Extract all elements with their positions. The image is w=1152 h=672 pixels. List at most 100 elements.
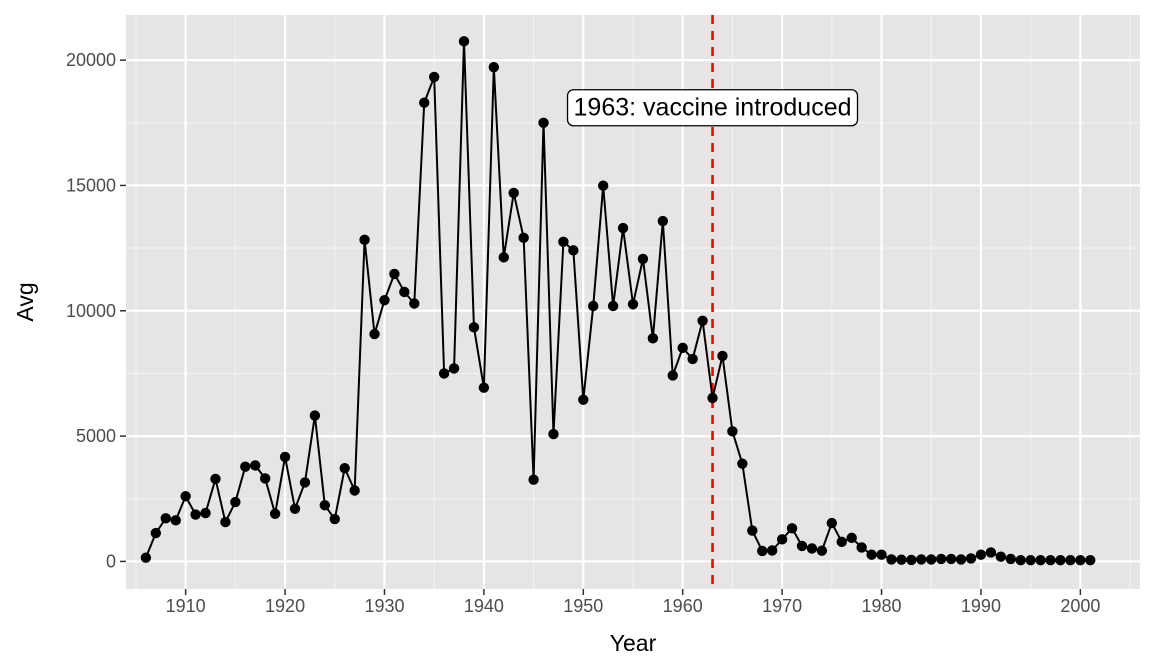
data-point (409, 298, 420, 309)
data-point (538, 117, 549, 128)
data-point (637, 253, 649, 265)
x-tick-label: 1930 (364, 596, 404, 616)
data-point (319, 500, 331, 511)
data-point (1065, 554, 1076, 566)
data-point (896, 554, 907, 565)
data-point (697, 315, 708, 326)
data-point (299, 477, 311, 488)
y-tick-label: 15000 (66, 175, 116, 195)
data-point (399, 286, 410, 298)
data-point (528, 474, 539, 485)
y-tick-label: 5000 (76, 426, 116, 446)
data-point (876, 549, 887, 560)
data-point (995, 551, 1007, 562)
data-point (786, 523, 798, 534)
annotation: 1963: vaccine introduced (566, 89, 859, 127)
data-point (627, 299, 639, 310)
data-point (508, 187, 519, 199)
data-point (836, 536, 847, 548)
data-point (419, 97, 430, 108)
data-point (369, 328, 380, 340)
data-point (727, 426, 738, 437)
data-point (289, 503, 301, 514)
data-point (309, 410, 321, 421)
data-point (677, 342, 688, 354)
data-point (578, 394, 589, 405)
data-point (458, 36, 470, 47)
data-point (1045, 554, 1056, 566)
data-point (955, 554, 967, 565)
data-point (975, 549, 987, 560)
data-point (339, 462, 350, 474)
annotation-label: 1963: vaccine introduced (574, 94, 852, 122)
data-point (965, 553, 977, 564)
y-axis-title: Avg (12, 282, 38, 321)
x-tick-label: 1940 (464, 596, 504, 616)
data-point (259, 473, 271, 484)
data-point (796, 540, 808, 552)
data-point (210, 473, 221, 485)
data-point (140, 552, 152, 563)
x-tick-label: 1990 (961, 596, 1001, 616)
data-point (687, 353, 698, 365)
data-point (766, 545, 778, 556)
data-point (478, 382, 490, 393)
data-point (329, 513, 340, 525)
data-point (558, 236, 569, 248)
data-point (866, 549, 877, 560)
data-point (428, 71, 440, 83)
data-point (816, 545, 828, 556)
data-point (438, 368, 450, 379)
data-point (1035, 554, 1046, 566)
data-point (906, 554, 917, 566)
data-point (826, 517, 838, 529)
data-point (160, 513, 171, 524)
data-point (856, 542, 867, 553)
data-point (926, 554, 937, 565)
y-tick-label: 0 (106, 551, 116, 571)
data-point (657, 215, 669, 227)
data-point (806, 543, 818, 554)
data-point (190, 509, 201, 520)
data-point (1025, 554, 1036, 566)
x-axis-title: Year (610, 630, 657, 656)
data-point (170, 515, 181, 526)
x-tick-label: 2000 (1060, 596, 1100, 616)
data-point (1055, 554, 1066, 566)
data-point (747, 525, 758, 536)
data-point (776, 534, 788, 545)
grid-major (126, 15, 1140, 589)
x-tick-label: 1970 (762, 596, 802, 616)
x-tick-label: 1920 (265, 596, 305, 616)
data-point (757, 545, 768, 557)
y-tick-label: 20000 (66, 50, 116, 70)
x-tick-label: 1980 (862, 596, 902, 616)
annotation-box (566, 89, 859, 127)
data-point (498, 252, 509, 263)
data-point (279, 451, 291, 463)
data-point (607, 300, 619, 312)
data-point (707, 392, 718, 404)
data-point (548, 428, 559, 440)
data-point (389, 268, 400, 280)
data-point (269, 508, 281, 519)
data-point (230, 496, 241, 508)
data-point (617, 222, 629, 234)
y-axis: 0 5000 10000 15000 20000 (66, 50, 126, 571)
data-point (180, 491, 191, 502)
data-point (359, 234, 370, 246)
data-point (846, 532, 857, 544)
data-point (200, 507, 211, 519)
data-point (1015, 554, 1026, 566)
data-point (220, 516, 231, 528)
data-point (1085, 554, 1096, 566)
data-points (140, 36, 1096, 566)
data-point (448, 363, 460, 374)
data-point (150, 527, 162, 539)
y-tick-label: 10000 (66, 301, 116, 321)
x-tick-label: 1910 (166, 596, 206, 616)
x-axis: 1910 1920 1930 1940 1950 1960 1970 1980 1990 2000 (166, 589, 1100, 616)
x-tick-label: 1960 (663, 596, 703, 616)
data-point (935, 553, 947, 565)
